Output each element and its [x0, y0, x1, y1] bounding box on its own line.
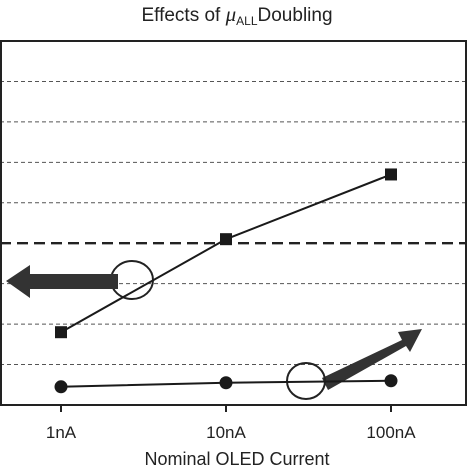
gridlines [0, 80, 466, 366]
x-tick-label: 1nA [46, 423, 77, 442]
series-layer [54, 168, 398, 394]
left-arrow [6, 265, 118, 298]
x-axis-label: Nominal OLED Current [144, 449, 330, 469]
series-2-point [219, 376, 233, 390]
title-suffix: Doubling [257, 5, 333, 26]
title-prefix: Effects of [141, 5, 226, 26]
annotations [6, 260, 422, 400]
series-1-point [220, 233, 232, 246]
plot-border [0, 40, 467, 406]
plot-frame [0, 40, 467, 406]
x-tick-label: 100nA [366, 423, 416, 442]
title-subscript: ALL [236, 14, 258, 28]
series-2-point [384, 374, 398, 388]
series-1-line [60, 173, 392, 334]
series-2-point [54, 380, 68, 394]
chart-title: Effects of μALLDoubling [0, 2, 474, 28]
series-1-point [385, 168, 397, 181]
x-tick-label: 10nA [206, 423, 246, 442]
title-symbol: μ [225, 2, 237, 26]
right-arrow [322, 329, 422, 390]
x-tick-labels: 1nA 10nA 100nA [46, 405, 416, 442]
series-1-point [55, 326, 67, 339]
